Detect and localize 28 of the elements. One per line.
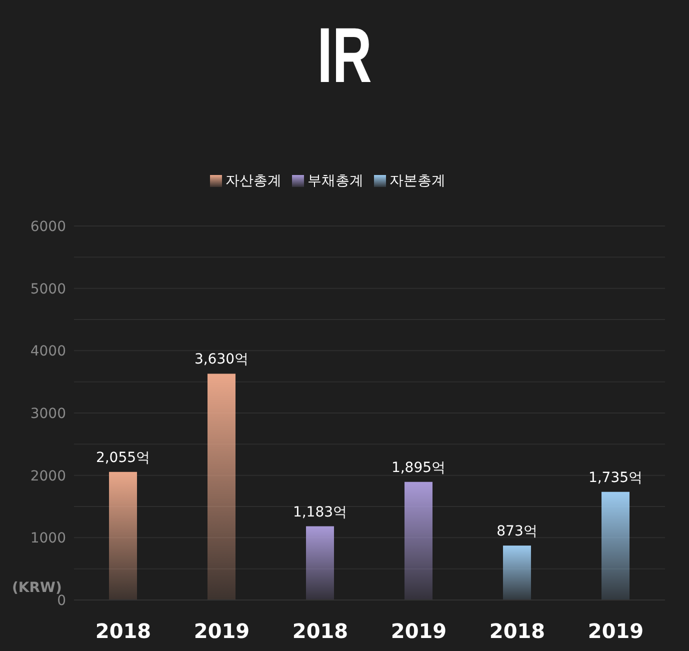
x-tick-label: 2019	[588, 619, 644, 644]
bar	[109, 472, 137, 600]
bar	[503, 546, 531, 600]
legend-label: 자본총계	[390, 173, 446, 189]
x-tick-label: 2019	[390, 619, 447, 644]
legend-label: 자산총계	[226, 173, 282, 189]
x-tick-label: 2018	[489, 619, 546, 644]
y-tick-label: 6000	[30, 218, 66, 235]
chart-title: IR	[316, 10, 373, 101]
data-label: 1,895억	[391, 460, 446, 476]
bar	[602, 492, 630, 600]
y-tick-label: 5000	[30, 281, 66, 298]
data-label: 2,055억	[96, 450, 150, 466]
y-tick-label: 2000	[30, 468, 66, 484]
y-tick-label: 4000	[30, 344, 66, 360]
y-tick-label: 1000	[30, 530, 66, 547]
x-tick-label: 2018	[95, 619, 152, 644]
x-tick-label: 2018	[292, 619, 348, 644]
data-label: 1,735억	[588, 470, 643, 486]
data-label: 873억	[496, 524, 538, 540]
data-label: 1,183억	[292, 504, 348, 520]
bar	[306, 526, 334, 600]
bar	[404, 482, 432, 600]
y-tick-label: 3000	[30, 406, 66, 422]
bar	[208, 374, 236, 600]
x-tick-label: 2019	[194, 619, 250, 644]
legend-label: 부채총계	[308, 173, 364, 189]
data-label: 3,630억	[194, 352, 249, 368]
